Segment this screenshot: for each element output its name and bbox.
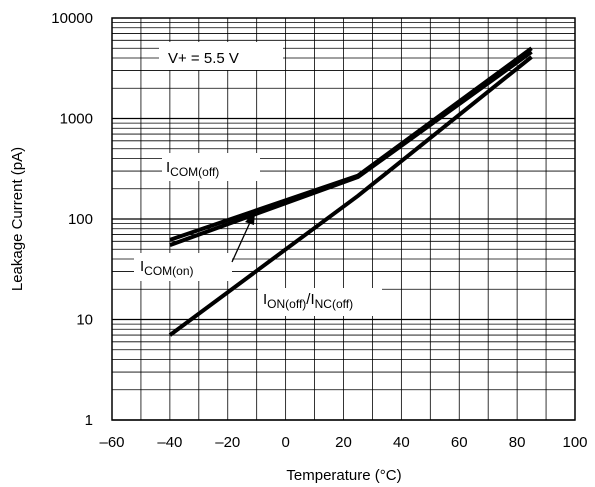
- x-tick-label: 80: [509, 434, 526, 451]
- series-line: [169, 46, 533, 242]
- x-tick-label: 20: [335, 434, 352, 451]
- series-line: [168, 55, 533, 337]
- x-tick-label: –40: [157, 434, 182, 451]
- on-off-label-main1: I: [263, 291, 267, 308]
- y-tick-label: 10000: [51, 10, 93, 27]
- y-tick-label: 10: [76, 312, 93, 329]
- series-line: [169, 50, 533, 247]
- com-on-label-box: [134, 253, 232, 281]
- x-tick-label: 40: [393, 434, 410, 451]
- y-tick-label: 1000: [60, 111, 93, 128]
- x-axis-title: Temperature (°C): [286, 467, 401, 484]
- supply-label-box: [159, 42, 283, 70]
- com-on-label-sub: COM(on): [144, 264, 193, 278]
- x-tick-label: –60: [99, 434, 124, 451]
- com-off-label-main: I: [166, 159, 170, 176]
- on-off-label-sub1: ON(off): [267, 297, 306, 311]
- x-tick-label: 0: [281, 434, 289, 451]
- com-off-label-sub: COM(off): [170, 165, 219, 179]
- y-tick-label: 100: [68, 211, 93, 228]
- chart-series: [168, 46, 533, 337]
- com-off-label-box: [162, 153, 260, 181]
- x-tick-label: 60: [451, 434, 468, 451]
- on-off-label-sep: /: [306, 291, 311, 308]
- com-off-label: ICOM(off): [166, 159, 219, 179]
- on-off-label: ION(off)/INC(off): [263, 291, 353, 311]
- on-off-label-box: [258, 288, 382, 316]
- plot-frame: [111, 17, 576, 421]
- x-tick-label: 100: [562, 434, 587, 451]
- y-axis-title: Leakage Current (pA): [9, 147, 26, 291]
- on-off-label-sub2: NC(off): [315, 297, 353, 311]
- com-on-label-main: I: [140, 258, 144, 275]
- x-tick-label: –20: [215, 434, 240, 451]
- chart-grid: [112, 18, 575, 421]
- com-on-arrow-line: [231, 217, 253, 263]
- supply-voltage-label: V+ = 5.5 V: [168, 50, 239, 67]
- com-on-label: ICOM(on): [140, 258, 194, 278]
- axis-ticks: –60 –40 –20 0 20 40 60 80 100 1 10 100 1000 10000: [51, 10, 587, 451]
- y-tick-label: 1: [85, 412, 93, 429]
- on-off-label-main2: I: [310, 291, 314, 308]
- com-on-arrow-head: [245, 212, 255, 225]
